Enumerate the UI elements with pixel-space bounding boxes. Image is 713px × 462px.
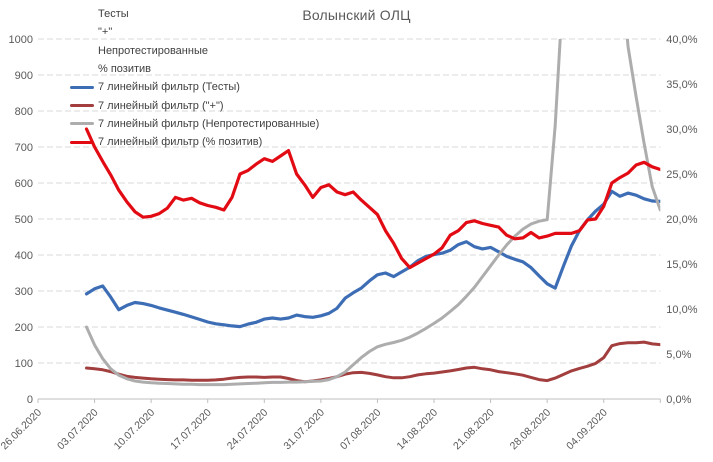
x-axis-label: 28.08.2020 <box>508 407 554 453</box>
legend-item: 7 линейный фильтр (Непротестированные) <box>70 115 319 133</box>
right-axis-label: 25,0% <box>666 169 697 181</box>
right-axis-label: 30,0% <box>666 124 697 136</box>
left-axis-label: 900 <box>15 70 33 82</box>
x-axis-label: 10.07.2020 <box>112 407 158 453</box>
left-axis-label: 200 <box>15 322 33 334</box>
legend-item: Тесты <box>70 5 319 23</box>
series-line <box>84 127 661 270</box>
x-axis-label: 04.09.2020 <box>564 407 610 453</box>
left-axis-label: 300 <box>15 286 33 298</box>
right-axis-label: 10,0% <box>666 304 697 316</box>
left-axis-label: 800 <box>15 106 33 118</box>
left-axis-label: 0 <box>27 394 33 406</box>
right-axis-label: 20,0% <box>666 214 697 226</box>
left-axis-label: 1000 <box>9 34 33 46</box>
legend-swatch <box>70 122 94 126</box>
left-axis-label: 100 <box>15 358 33 370</box>
legend-label: "+" <box>98 26 113 39</box>
x-axis-label: 07.08.2020 <box>338 407 384 453</box>
legend-label: % позитив <box>98 63 152 76</box>
legend-item: 7 линейный фильтр (Тесты) <box>70 78 319 96</box>
right-axis-label: 0,0% <box>666 394 691 406</box>
right-axis-label: 35,0% <box>666 79 697 91</box>
chart-title: Волынский ОЛЦ <box>302 7 411 23</box>
x-axis-label: 31.07.2020 <box>281 407 327 453</box>
legend-swatch <box>70 140 94 144</box>
legend-item: % позитив <box>70 60 319 78</box>
x-axis-label: 26.06.2020 <box>0 407 44 453</box>
left-axis-label: 500 <box>15 214 33 226</box>
legend-label: 7 линейный фильтр ("+") <box>98 99 224 112</box>
x-axis-label: 24.07.2020 <box>225 407 271 453</box>
legend-item: Непротестированные <box>70 42 319 60</box>
legend-item: 7 линейный фильтр ("+") <box>70 96 319 114</box>
legend-swatch <box>70 104 94 108</box>
legend-label: 7 линейный фильтр (Тесты) <box>98 81 240 94</box>
legend-item: "+" <box>70 23 319 41</box>
left-axis-label: 400 <box>15 250 33 262</box>
left-axis-label: 600 <box>15 178 33 190</box>
legend-swatch <box>70 85 94 89</box>
x-axis-label: 14.08.2020 <box>394 407 440 453</box>
right-axis-label: 5,0% <box>666 349 691 361</box>
x-axis-label: 03.07.2020 <box>55 407 101 453</box>
x-axis-label: 17.07.2020 <box>168 407 214 453</box>
legend-label: Тесты <box>98 8 129 21</box>
right-axis-label: 40,0% <box>666 34 697 46</box>
right-axis-label: 15,0% <box>666 259 697 271</box>
legend-label: 7 линейный фильтр (Непротестированные) <box>98 117 320 130</box>
legend-label: Непротестированные <box>98 44 208 57</box>
x-axis-label: 21.08.2020 <box>451 407 497 453</box>
series-line <box>85 340 661 384</box>
left-axis-label: 700 <box>15 142 33 154</box>
legend-item: 7 линейный фильтр (% позитив) <box>70 133 319 151</box>
series-line <box>85 39 661 387</box>
chart-legend: Тесты "+" Непротестированные % позитив 7 лин… <box>70 5 319 151</box>
legend-label: 7 линейный фильтр (% позитив) <box>98 136 263 149</box>
series-line <box>84 189 661 329</box>
